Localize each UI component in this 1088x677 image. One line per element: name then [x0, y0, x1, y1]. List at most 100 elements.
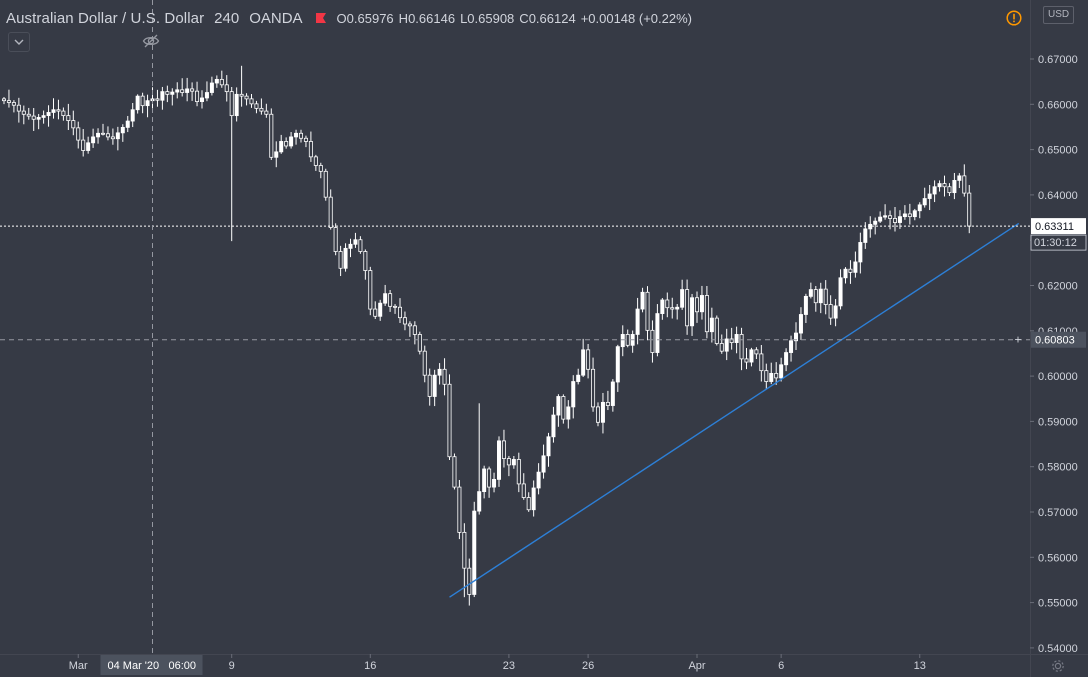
candle — [170, 88, 175, 106]
candle — [798, 307, 803, 340]
candle — [779, 357, 784, 382]
price-axis[interactable]: 0.670000.660000.650000.640000.630000.620… — [1030, 54, 1087, 655]
candle — [551, 406, 556, 443]
candle-body — [922, 198, 927, 206]
candle-body — [130, 109, 135, 122]
time-tick-label: 13 — [914, 660, 926, 672]
candle-body — [888, 215, 893, 219]
candle — [873, 217, 878, 235]
candle-body — [21, 110, 26, 115]
candle-body — [234, 93, 239, 117]
eye-crossed-icon[interactable] — [142, 32, 160, 50]
candle — [957, 173, 962, 189]
candle — [650, 320, 655, 363]
timeframe-label[interactable]: 240 — [214, 9, 240, 27]
candle-body — [937, 183, 942, 188]
candle-body — [110, 136, 115, 140]
candle — [541, 444, 546, 479]
candle-body — [313, 156, 318, 166]
candle — [56, 99, 61, 120]
candle-body — [952, 180, 957, 194]
candle-body — [536, 471, 541, 489]
candle-body — [393, 305, 398, 308]
candle-body — [962, 175, 967, 194]
candle — [16, 97, 21, 123]
price-tick-label: 0.66000 — [1038, 99, 1078, 111]
candle — [660, 298, 665, 320]
candle-body — [209, 82, 214, 93]
candle — [91, 128, 96, 148]
close-value: 0.66124 — [528, 10, 576, 26]
broker-label[interactable]: OANDA — [249, 9, 303, 27]
candle — [487, 466, 492, 498]
candle — [516, 452, 521, 493]
candle-body — [259, 107, 264, 112]
candle — [249, 94, 254, 108]
candle — [496, 436, 501, 487]
candle — [195, 81, 200, 107]
candle-body — [298, 132, 303, 139]
candle-body — [2, 98, 7, 102]
candle-body — [56, 109, 61, 112]
candle — [388, 290, 393, 312]
crosshair-time-label: 06:00 — [169, 660, 197, 672]
candle — [11, 100, 16, 113]
candle — [833, 299, 838, 327]
open-value: 0.65976 — [346, 10, 394, 26]
candle-body — [902, 213, 907, 218]
candle-body — [704, 295, 709, 333]
candle-body — [487, 468, 492, 488]
candle — [823, 280, 828, 315]
candle-body — [789, 340, 794, 353]
time-tick-label: 6 — [778, 660, 784, 672]
currency-button[interactable]: USD — [1043, 6, 1075, 24]
candle — [848, 260, 853, 284]
low-label: L — [460, 10, 468, 26]
candle-body — [551, 414, 556, 438]
candle — [897, 210, 902, 229]
candle — [902, 205, 907, 220]
time-tick-label: 23 — [503, 660, 515, 672]
time-tick-label: 16 — [364, 660, 376, 672]
candle — [452, 453, 457, 490]
candle-body — [447, 383, 452, 458]
candle-body — [180, 89, 185, 93]
candle — [591, 357, 596, 412]
change-value: +0.00148 (+0.22%) — [580, 10, 692, 26]
candle — [571, 375, 576, 419]
candle — [789, 335, 794, 362]
candle-body — [932, 186, 937, 195]
candle — [175, 82, 180, 99]
candle — [298, 129, 303, 143]
candle — [145, 94, 150, 118]
price-tick-label: 0.57000 — [1038, 507, 1078, 519]
price-tick-label: 0.54000 — [1038, 643, 1078, 655]
candle-body — [279, 141, 284, 153]
candle — [368, 266, 373, 316]
candle — [31, 108, 36, 131]
candle-body — [660, 299, 665, 314]
gear-icon[interactable] — [1050, 658, 1066, 674]
candle — [229, 86, 234, 242]
candle-body — [769, 372, 774, 382]
candle — [417, 331, 422, 355]
collapse-legend-button[interactable] — [8, 32, 30, 52]
candle-body — [967, 192, 972, 227]
candle-body — [907, 213, 912, 218]
countdown-label: 01:30:12 — [1034, 237, 1077, 249]
candle — [952, 172, 957, 200]
warning-icon[interactable] — [1006, 10, 1022, 26]
candle-body — [784, 352, 789, 366]
candle-body — [343, 247, 348, 269]
time-axis[interactable]: Mar 9 16 23 26 Apr 6 13 04 Mar '20 06:00 — [69, 654, 926, 675]
symbol-title[interactable]: Australian Dollar / U.S. Dollar — [6, 9, 205, 27]
candle — [303, 135, 308, 148]
candle-body — [734, 334, 739, 343]
candle-body — [675, 306, 680, 310]
red-flag-icon[interactable] — [315, 12, 327, 24]
candle — [635, 297, 640, 345]
candle-body — [407, 323, 412, 327]
candle-body — [462, 531, 467, 569]
crosshair-price-label: 0.60803 — [1035, 335, 1075, 347]
